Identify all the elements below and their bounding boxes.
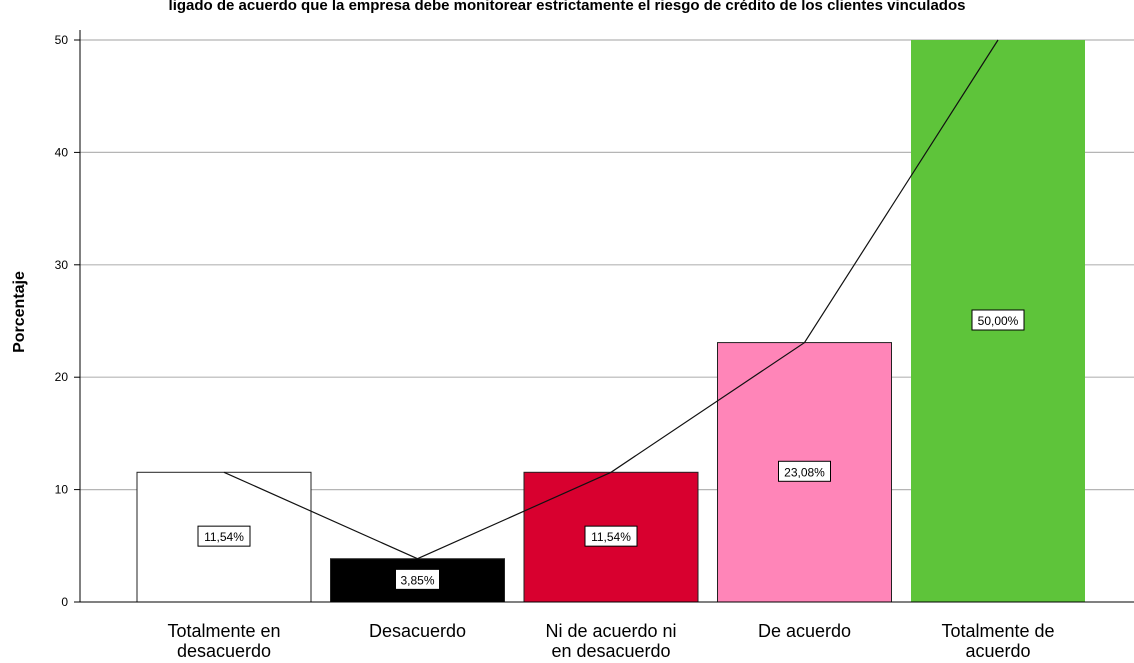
chart-title: ligado de acuerdo que la empresa debe mo… [168, 0, 966, 14]
data-label-box [778, 460, 831, 482]
y-tick-label: 40 [55, 145, 69, 159]
y-axis: 0 10 20 30 40 50 [55, 30, 81, 609]
category-label: desacuerdo [177, 641, 271, 661]
data-label: 3,85% [400, 573, 434, 587]
y-tick-label: 30 [55, 258, 69, 272]
category-label: Desacuerdo [369, 621, 466, 641]
data-label: 50,00% [978, 314, 1019, 328]
data-label: 11,54% [204, 530, 244, 544]
data-label-box [971, 309, 1025, 331]
data-label: 23,08% [784, 465, 825, 479]
category-label: De acuerdo [758, 621, 851, 641]
data-labels: 11,54% 3,85% 11,54% 23,08% 50,00% [197, 309, 1025, 590]
trend-line [223, 39, 999, 560]
y-tick-label: 0 [61, 595, 68, 609]
data-label-box [584, 525, 638, 547]
category-label: Ni de acuerdo ni [545, 621, 676, 641]
y-tick-label: 50 [55, 33, 69, 47]
bars [136, 40, 1085, 603]
data-label-box [197, 525, 251, 547]
y-axis-label: Porcentaje [11, 271, 28, 353]
y-tick-label: 10 [55, 483, 69, 497]
category-label: en desacuerdo [551, 641, 670, 661]
trend-line-path [223, 39, 999, 560]
data-label-box [395, 568, 440, 590]
data-label: 11,54% [591, 530, 631, 544]
category-label: acuerdo [965, 641, 1030, 661]
category-label: Totalmente en [167, 621, 280, 641]
category-label: Totalmente de [941, 621, 1054, 641]
y-tick-label: 20 [55, 370, 69, 384]
